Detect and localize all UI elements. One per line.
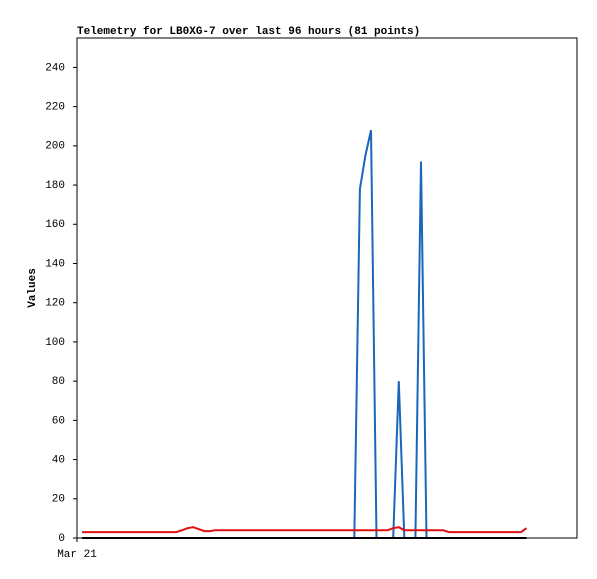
- y-tick-label: 200: [45, 141, 65, 153]
- y-tick-label: 140: [45, 258, 65, 270]
- y-tick-label: 40: [52, 454, 65, 466]
- chart-title: Telemetry for LB0XG-7 over last 96 hours…: [77, 26, 420, 38]
- series-line: [82, 129, 527, 539]
- y-tick-label: 60: [52, 415, 65, 427]
- y-tick-label: 20: [52, 494, 65, 506]
- y-tick-label: 80: [52, 376, 65, 388]
- y-axis-label: Values: [27, 268, 39, 308]
- y-tick-label: 0: [58, 533, 65, 545]
- y-tick-label: 120: [45, 298, 65, 310]
- x-tick-label: Mar 21: [57, 549, 97, 561]
- y-tick-label: 220: [45, 102, 65, 114]
- plot-frame: [76, 37, 578, 539]
- series-line: [82, 526, 528, 534]
- y-tick-label: 160: [45, 219, 65, 231]
- y-tick-label: 100: [45, 337, 65, 349]
- y-tick-label: 180: [45, 180, 65, 192]
- y-tick-label: 240: [45, 62, 65, 74]
